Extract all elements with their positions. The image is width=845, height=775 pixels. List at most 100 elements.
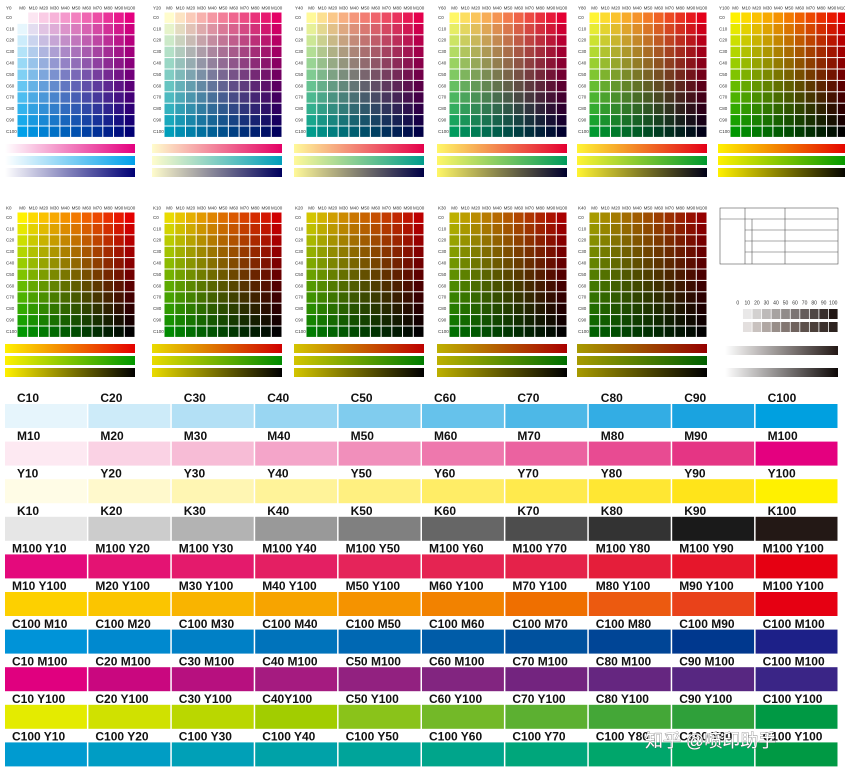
grid-cell <box>470 223 481 235</box>
grid-cell <box>600 280 610 292</box>
grid-corner-label: K20 <box>295 206 304 211</box>
swatch <box>255 441 338 466</box>
grid-cell <box>218 80 228 92</box>
grid-cell <box>643 292 653 303</box>
gradient-bar <box>294 356 424 365</box>
grid-cell <box>60 92 71 103</box>
grid-cell <box>124 326 135 337</box>
gray-swatch <box>809 322 819 332</box>
grid-cell <box>196 69 207 80</box>
grid-column-label: M10 <box>318 206 327 211</box>
swatch <box>588 592 671 616</box>
grid-row-label: C90 <box>578 117 587 122</box>
grid-cell <box>250 258 261 269</box>
grid-corner-label: K30 <box>438 206 447 211</box>
grid-cell <box>653 23 664 35</box>
grid-cell <box>696 92 707 103</box>
swatch <box>422 404 504 428</box>
grid-cell <box>696 12 707 23</box>
grid-cell <box>513 212 524 223</box>
grid-column-label: M0 <box>166 206 173 211</box>
grid-cell <box>610 35 621 46</box>
grid-cell <box>49 223 60 235</box>
grid-cell <box>741 46 751 58</box>
swatch <box>338 441 421 466</box>
grid-column-label: M30 <box>197 206 206 211</box>
grid-cell <box>381 126 392 137</box>
grid-cell <box>481 12 492 23</box>
grid-cell <box>164 115 175 126</box>
grid-cell <box>306 12 317 23</box>
gray-tick-label: 30 <box>764 300 770 306</box>
grid-cell <box>696 280 707 292</box>
grid-cell <box>524 269 535 280</box>
strip-label: M60 Y100 <box>429 579 484 593</box>
grid-cell <box>239 35 250 46</box>
grid-column-label: M0 <box>451 206 458 211</box>
strip-label: C100 M50 <box>346 617 402 631</box>
swatch <box>588 479 671 504</box>
grid-cell <box>449 212 460 223</box>
grid-row-label: C100 <box>153 129 164 134</box>
grid-cell <box>38 235 49 246</box>
grid-cell <box>392 35 403 46</box>
grid-corner-label: Y80 <box>578 6 587 11</box>
grid-column-label: M10 <box>29 206 38 211</box>
grid-row-label: C10 <box>153 26 162 31</box>
grid-row-label: C10 <box>6 226 15 231</box>
grid-cell <box>827 23 837 35</box>
grid-cell <box>632 292 643 303</box>
grid-cell <box>317 326 327 337</box>
grid-cell <box>653 12 664 23</box>
grid-row-label: C40 <box>153 60 162 65</box>
grid-cell <box>306 46 317 58</box>
grid-column-label: M50 <box>504 206 513 211</box>
grid-row-label: C50 <box>295 272 304 277</box>
grid-column-label: M40 <box>493 6 502 11</box>
grid-cell <box>92 92 103 103</box>
grid-cell <box>503 103 513 115</box>
grid-cell <box>103 12 114 23</box>
grid-cell <box>196 246 207 258</box>
gray-swatch <box>742 322 752 332</box>
grid-cell <box>360 12 370 23</box>
grid-cell <box>185 246 196 258</box>
grid-cell <box>92 315 103 326</box>
grid-cell <box>762 69 773 80</box>
grid-cell <box>556 80 567 92</box>
grid-cell <box>794 35 805 46</box>
grid-cell <box>338 80 349 92</box>
strip-label: C30 M100 <box>179 654 235 668</box>
grid-cell <box>306 69 317 80</box>
grid-cell <box>470 92 481 103</box>
strip-label: M10 <box>17 429 41 443</box>
grid-row-label: C90 <box>578 317 587 322</box>
grid-cell <box>71 246 81 258</box>
gray-swatch <box>771 322 781 332</box>
swatch <box>255 479 338 504</box>
grid-cell <box>349 292 360 303</box>
strip-label: C100 M90 <box>679 617 735 631</box>
grid-cell <box>503 80 513 92</box>
swatch <box>255 667 338 692</box>
grid-row-label: C60 <box>153 283 162 288</box>
grid-cell <box>81 235 92 246</box>
grid-row-label: C20 <box>578 238 587 243</box>
grid-cell <box>28 280 38 292</box>
grid-cell <box>600 235 610 246</box>
grid-cell <box>71 92 81 103</box>
grid-cell <box>49 35 60 46</box>
grid-cell <box>621 126 632 137</box>
gradient-bar <box>5 344 135 353</box>
grid-cell <box>327 46 338 58</box>
grid-cell <box>17 258 28 269</box>
grid-cell <box>38 58 49 69</box>
grid-cell <box>349 35 360 46</box>
color-grid: Y80 M0 M10 M20 M30 M40 M50 M60 M70 M80 M90 M100C0C1… <box>577 6 708 177</box>
strip-label: Y70 <box>517 466 539 480</box>
grid-cell <box>370 46 381 58</box>
grid-cell <box>794 115 805 126</box>
grid-corner-label: K0 <box>6 206 12 211</box>
grid-cell <box>600 326 610 337</box>
gray-swatch <box>762 322 771 332</box>
